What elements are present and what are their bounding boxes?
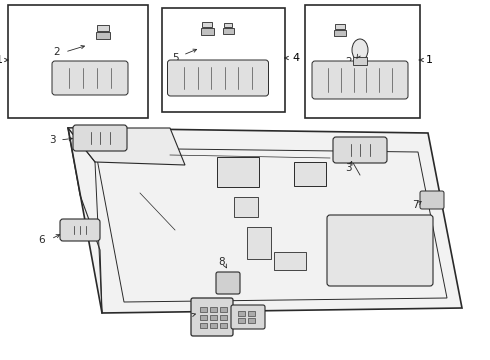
Text: 1: 1 — [426, 55, 433, 65]
Text: 9: 9 — [193, 305, 199, 315]
Bar — [200, 307, 207, 312]
Text: 6: 6 — [39, 235, 45, 245]
FancyBboxPatch shape — [217, 157, 259, 187]
Bar — [248, 318, 255, 323]
FancyBboxPatch shape — [274, 252, 306, 270]
FancyBboxPatch shape — [168, 60, 269, 96]
Bar — [162, 8, 285, 112]
Bar — [200, 28, 214, 35]
FancyBboxPatch shape — [234, 197, 258, 217]
Bar — [202, 22, 212, 27]
FancyBboxPatch shape — [73, 125, 127, 151]
Bar — [353, 57, 367, 65]
Bar — [210, 323, 217, 328]
Polygon shape — [68, 128, 185, 165]
Bar — [334, 30, 346, 36]
Bar — [8, 5, 148, 118]
Bar — [220, 323, 227, 328]
Bar — [98, 25, 109, 31]
Text: 4: 4 — [292, 53, 299, 63]
Text: 1: 1 — [0, 55, 3, 65]
FancyBboxPatch shape — [216, 272, 240, 294]
Bar — [210, 315, 217, 320]
Bar — [210, 307, 217, 312]
FancyBboxPatch shape — [52, 61, 128, 95]
FancyBboxPatch shape — [60, 219, 100, 241]
Bar — [200, 315, 207, 320]
Text: 8: 8 — [219, 257, 225, 267]
FancyBboxPatch shape — [420, 191, 444, 209]
Bar — [305, 5, 420, 118]
FancyBboxPatch shape — [294, 162, 326, 186]
Text: 3: 3 — [344, 163, 351, 173]
Bar — [248, 311, 255, 316]
Bar — [222, 28, 234, 33]
FancyBboxPatch shape — [327, 215, 433, 286]
FancyBboxPatch shape — [333, 137, 387, 163]
FancyBboxPatch shape — [191, 298, 233, 336]
Text: 5: 5 — [172, 53, 178, 63]
Bar — [200, 323, 207, 328]
Bar — [220, 315, 227, 320]
Text: 7: 7 — [412, 200, 418, 210]
Text: 2: 2 — [54, 47, 60, 57]
Bar — [220, 307, 227, 312]
Text: 3: 3 — [49, 135, 55, 145]
Bar — [238, 311, 245, 316]
Text: 2: 2 — [345, 57, 352, 67]
FancyBboxPatch shape — [247, 227, 271, 259]
FancyBboxPatch shape — [231, 305, 265, 329]
Bar — [223, 22, 232, 27]
Bar — [238, 318, 245, 323]
Polygon shape — [68, 128, 462, 313]
FancyBboxPatch shape — [312, 61, 408, 99]
Ellipse shape — [352, 39, 368, 61]
Bar — [96, 32, 110, 39]
Bar — [335, 24, 345, 30]
